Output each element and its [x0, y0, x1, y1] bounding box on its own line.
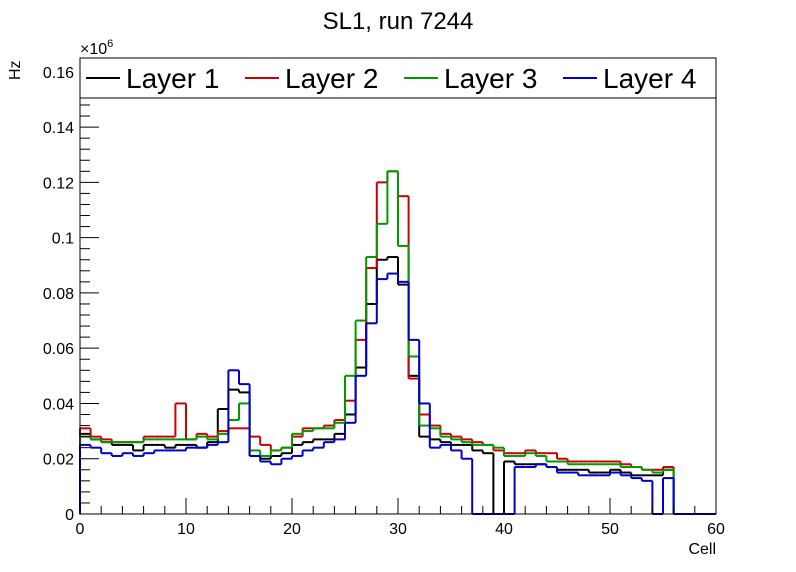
y-tick-label: 0: [65, 507, 74, 524]
x-tick-label: 40: [495, 521, 513, 538]
x-axis-title: Cell: [688, 541, 716, 558]
y-tick-label: 0.06: [43, 341, 74, 358]
y-axis-title: Hz: [7, 60, 24, 80]
y-tick-label: 0.04: [43, 396, 74, 413]
x-tick-label: 20: [283, 521, 301, 538]
y-tick-label: 0.14: [43, 120, 74, 137]
x-tick-label: 60: [707, 521, 725, 538]
chart-title: SL1, run 7244: [323, 8, 474, 35]
x-tick-label: 10: [177, 521, 195, 538]
legend-label: Layer 2: [285, 63, 378, 94]
y-tick-label: 0.02: [43, 452, 74, 469]
legend-label: Layer 1: [126, 63, 219, 94]
x-tick-label: 0: [76, 521, 85, 538]
y-tick-label: 0.1: [52, 231, 74, 248]
y-tick-label: 0.16: [43, 65, 74, 82]
legend-label: Layer 4: [603, 63, 696, 94]
legend-box: [79, 57, 717, 99]
y-multiplier-label: ×106: [80, 38, 113, 58]
y-multiplier-base: ×10: [80, 41, 107, 58]
y-tick-label: 0.12: [43, 175, 74, 192]
legend: Layer 1 Layer 2 Layer 3 Layer 4: [79, 57, 717, 99]
legend-label: Layer 3: [444, 63, 537, 94]
y-tick-label: 0.08: [43, 286, 74, 303]
x-tick-label: 30: [389, 521, 407, 538]
x-tick-label: 50: [601, 521, 619, 538]
y-multiplier-exponent: 6: [107, 38, 113, 50]
